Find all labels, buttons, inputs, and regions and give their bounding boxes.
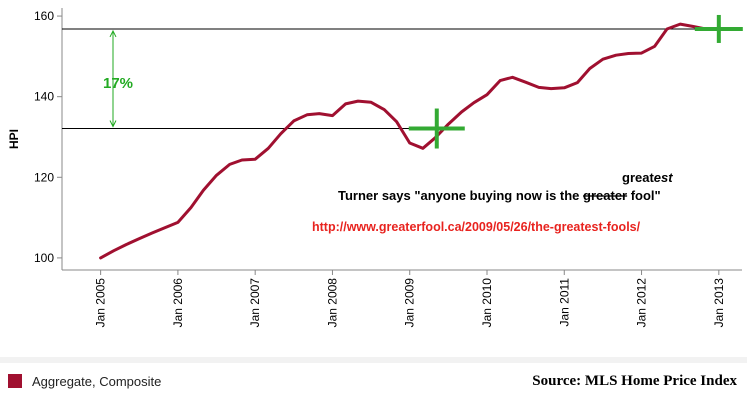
y-tick-label: 140 — [34, 90, 54, 104]
percent-label: 17% — [103, 75, 133, 92]
note-turner-quote: Turner says "anyone buying now is the gr… — [338, 188, 661, 203]
percent-arrow-head-up — [109, 29, 117, 38]
x-tick-label: Jan 2012 — [635, 278, 649, 328]
axes: 100 120 140 160 HPI Jan 2005 Jan 2006 Jan 2007 J… — [7, 8, 742, 327]
y-axis-label: HPI — [7, 129, 21, 149]
x-tick-label: Jan 2007 — [248, 278, 262, 328]
x-tick-label: Jan 2005 — [94, 278, 108, 328]
percent-arrow-head-down — [109, 120, 117, 128]
series-line — [99, 22, 708, 260]
markers-layer — [408, 14, 743, 149]
note-url: http://www.greaterfool.ca/2009/05/26/the… — [312, 220, 641, 234]
bottom-band — [0, 357, 747, 363]
legend: Aggregate, Composite — [8, 372, 161, 390]
x-tick-label: Jan 2011 — [557, 278, 571, 327]
legend-swatch — [8, 374, 22, 388]
series-layer — [99, 22, 708, 260]
plot-area — [62, 8, 742, 270]
y-tick-label: 120 — [34, 170, 54, 184]
note-great-word: greatest — [622, 170, 673, 185]
x-tick-label: Jan 2010 — [480, 278, 494, 328]
y-tick-label: 100 — [34, 251, 54, 265]
reference-lines: 17% — [62, 28, 720, 130]
notes-layer: greatest Turner says "anyone buying now i… — [312, 170, 673, 234]
legend-label: Aggregate, Composite — [32, 373, 162, 389]
x-tick-label: Jan 2009 — [403, 278, 417, 328]
x-tick-label: Jan 2006 — [171, 278, 185, 328]
y-tick-label: 160 — [34, 9, 54, 23]
source-caption: Source: MLS Home Price Index — [532, 373, 737, 389]
x-tick-label: Jan 2013 — [712, 278, 726, 328]
x-tick-label: Jan 2008 — [325, 278, 339, 328]
